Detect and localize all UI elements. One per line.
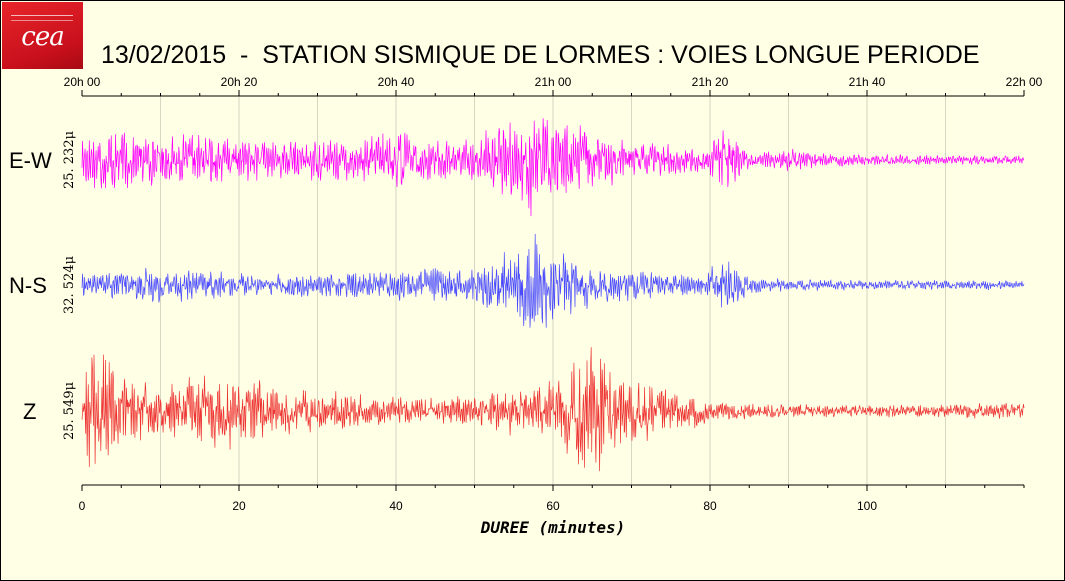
x-axis-label: DUREE (minutes) [480,518,626,537]
x-tick-label: 80 [703,499,717,513]
chart-title: 13/02/2015 - STATION SISMIQUE DE LORMES … [101,41,980,69]
trace-z [81,347,1025,472]
top-axis-tick-label: 21h 40 [849,75,886,89]
logo-text: cea [21,22,64,52]
top-axis-tick-label: 22h 00 [1006,75,1043,89]
x-tick-label: 60 [546,499,560,513]
trace-ew [81,118,1025,217]
cea-logo: cea [2,2,83,69]
scale-label: 32. 524μ [62,256,77,314]
channel-label: Z [23,399,36,424]
top-axis-tick-label: 21h 20 [692,75,729,89]
x-tick-label: 0 [79,499,86,513]
scale-label: 25. 549μ [62,382,77,440]
x-tick-label: 40 [389,499,403,513]
x-tick-label: 20 [232,499,246,513]
logo-header-lines [11,15,73,21]
top-axis-tick-label: 21h 00 [535,75,572,89]
channel-label: N-S [9,273,47,298]
channel-label: E-W [9,148,52,173]
top-axis-tick-label: 20h 00 [64,75,101,89]
scale-label: 25. 232μ [62,131,77,189]
top-axis-tick-label: 20h 20 [221,75,258,89]
top-axis-tick-label: 20h 40 [378,75,415,89]
trace-ns [81,233,1025,328]
x-tick-label: 100 [857,499,877,513]
